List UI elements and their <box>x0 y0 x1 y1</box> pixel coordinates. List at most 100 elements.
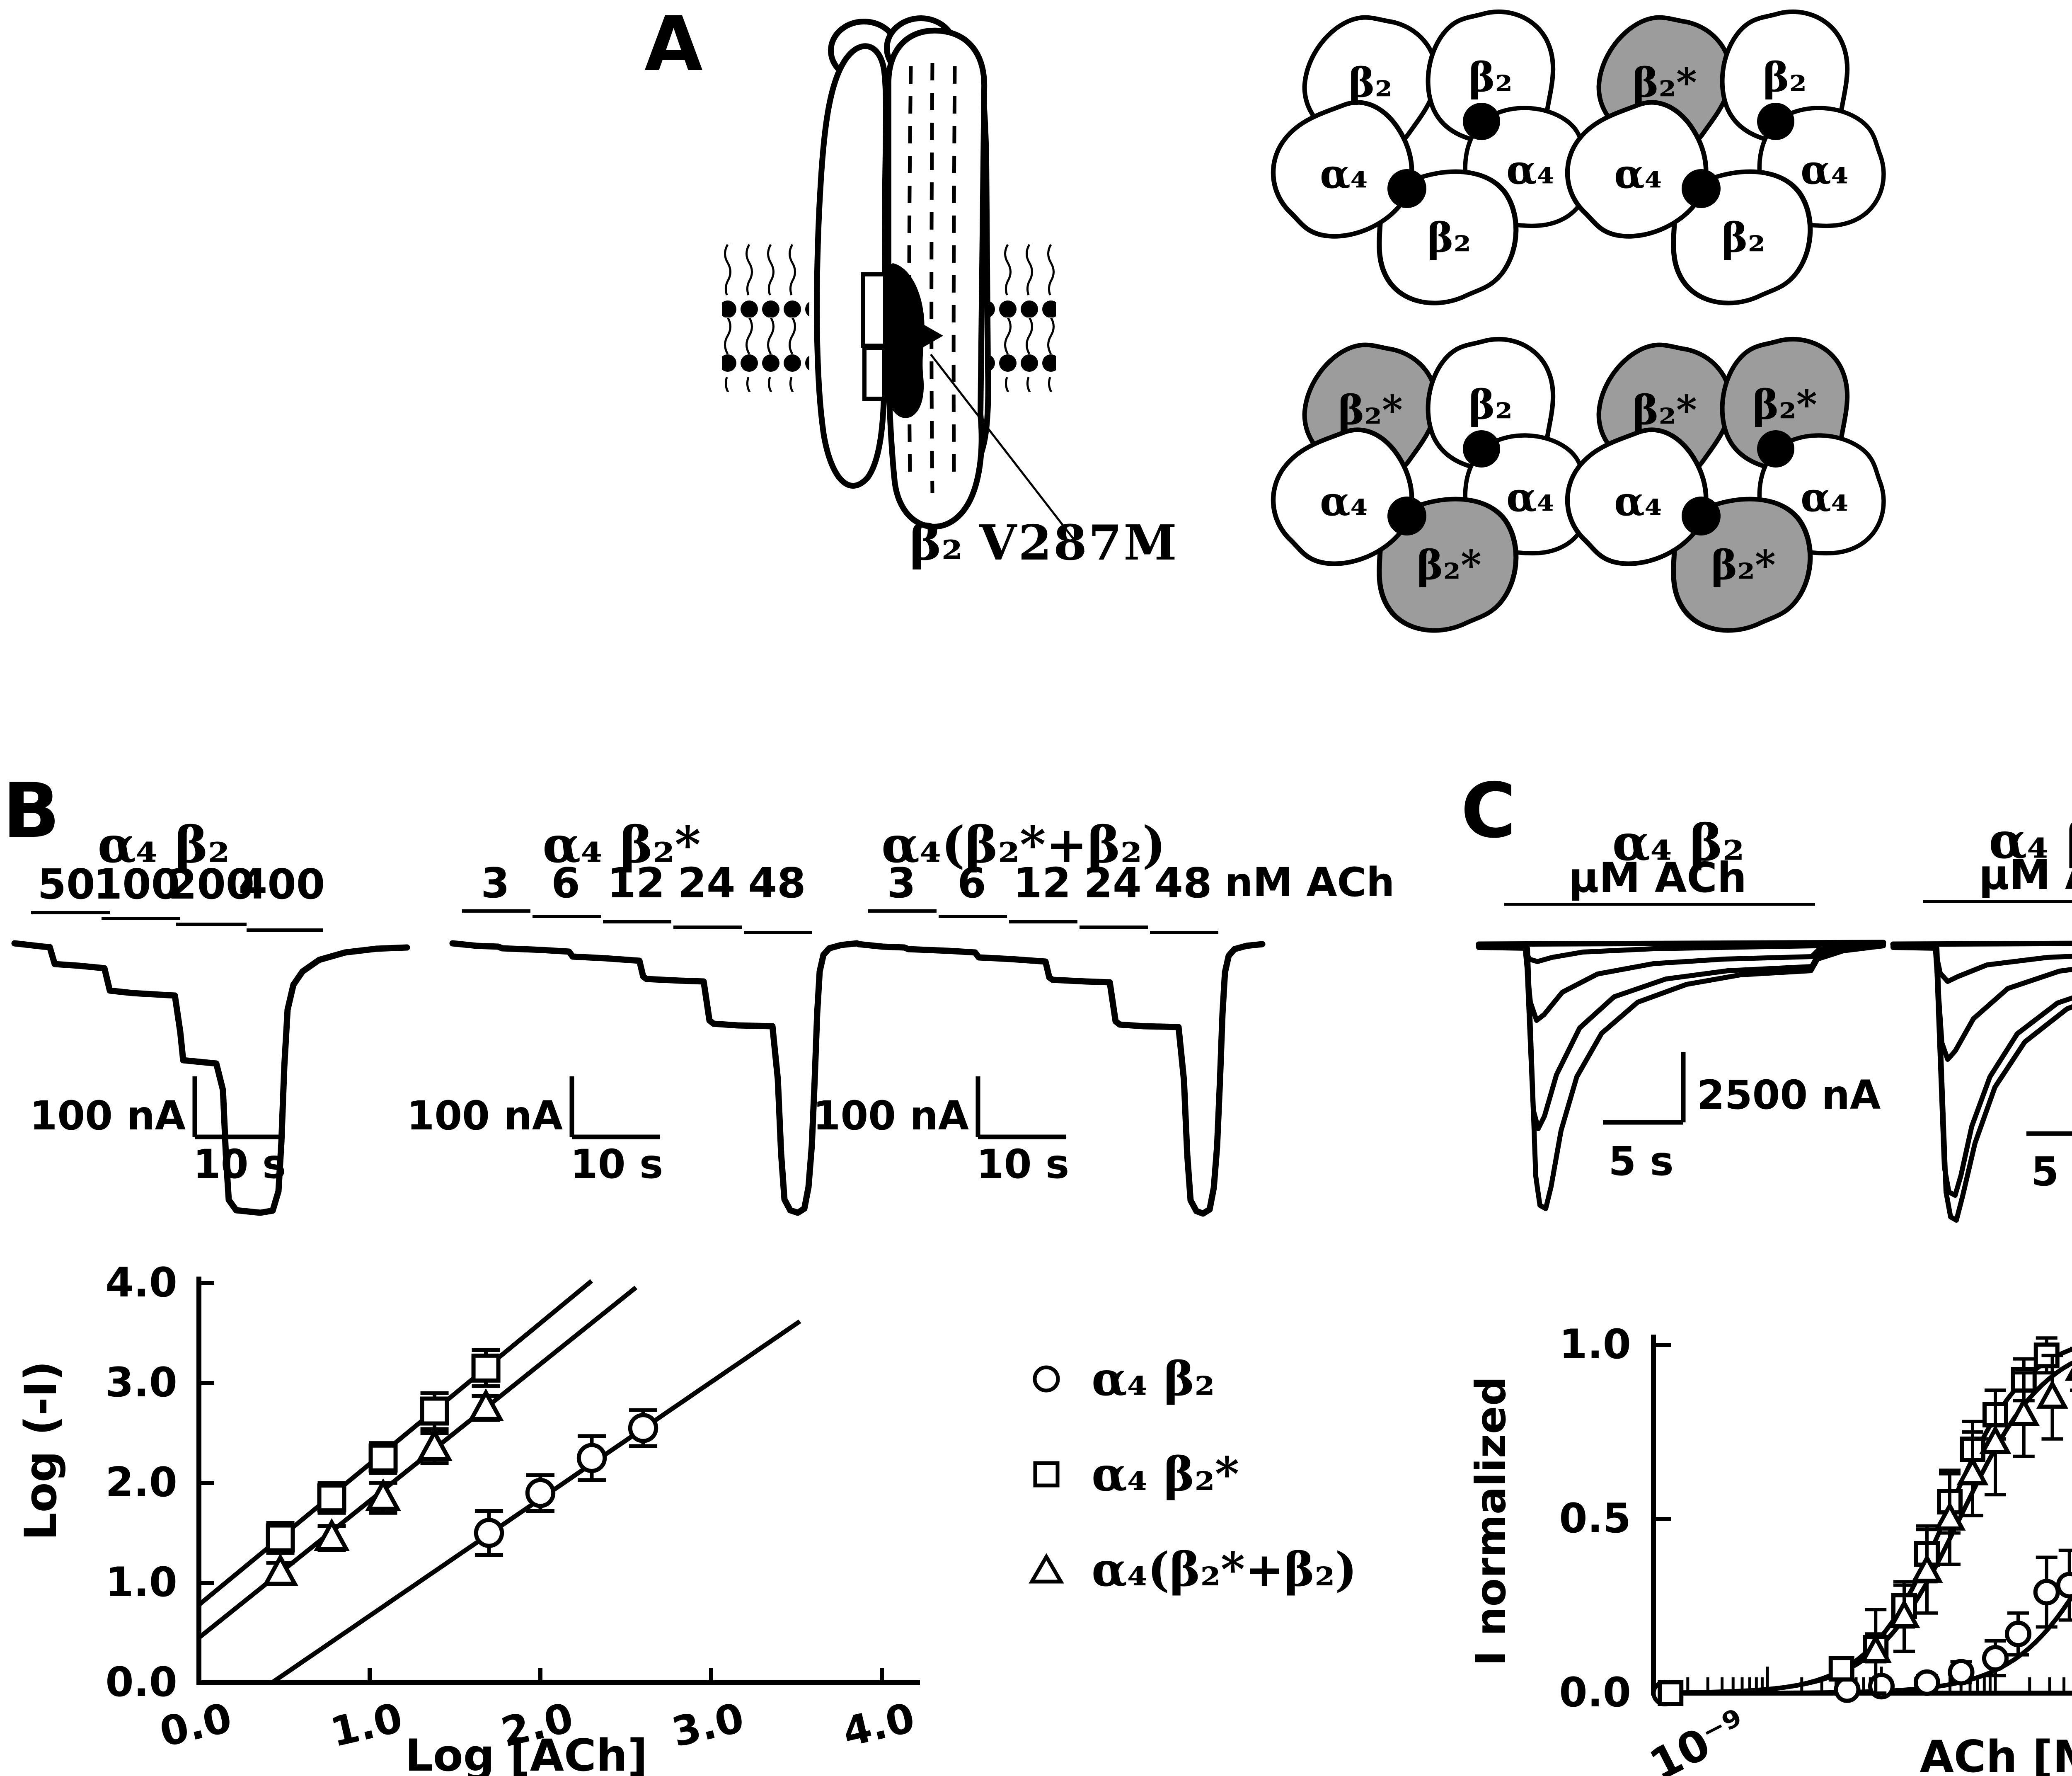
panel-b-label: B <box>2 767 60 855</box>
pentamer-wild-type: β₂ β₂ α₄ β₂ α₄ <box>1251 3 1601 320</box>
data-point-square <box>266 1523 295 1553</box>
x-tick-label: 1.0 <box>326 1694 407 1757</box>
trace-b-a4b2star: α₄ β₂* 3 6 12 24 48 100 nA 10 s <box>407 816 860 1216</box>
subunit-label: β₂ <box>1721 214 1765 261</box>
legend-item-mixed: α₄(β₂*+β₂) <box>1028 1522 1357 1617</box>
data-point-square <box>471 1353 501 1383</box>
data-point-triangle <box>365 1478 401 1511</box>
subunit-label: α₄ <box>1506 146 1554 193</box>
pentamer-diagrams: β₂ β₂ α₄ β₂ α₄ β₂* β₂ α₄ β₂ α₄ <box>1276 0 1898 638</box>
ach-binding-site-dot <box>1757 103 1794 140</box>
y-axis-title: Log (-I) <box>15 1361 66 1540</box>
subunit-label: α₄ <box>1614 150 1662 197</box>
subunit-label: β₂* <box>1632 59 1697 106</box>
data-point-triangle <box>1956 1456 1989 1485</box>
plot-c-log-ticks <box>1652 1667 2066 1693</box>
ach-binding-site-dot <box>1682 497 1721 535</box>
baseline-trace <box>1476 940 1886 947</box>
trace-title: α₄(β₂*+β₂) <box>881 816 1166 874</box>
current-trace <box>1476 943 1886 1211</box>
conc-label: 3 <box>887 859 916 907</box>
plot-axes <box>196 1277 920 1685</box>
trace-title: α₄ β₂ <box>1612 814 1745 872</box>
conc-label: 200 <box>168 860 255 909</box>
scale-time-label: 10 s <box>193 1141 286 1187</box>
pentamer-one-mutant: β₂* β₂ α₄ β₂ α₄ <box>1545 3 1895 320</box>
data-point-triangle <box>1859 1633 1892 1663</box>
conc-label: 12 <box>1013 859 1071 907</box>
loglog-plot-panel-b: 0.0 1.0 2.0 3.0 4.0 0.0 1.0 2.0 3.0 4.0 … <box>15 1259 920 1776</box>
subunit-label: β₂* <box>1711 542 1776 589</box>
data-point-square <box>1828 1656 1854 1682</box>
scale-time-label: 5 s <box>2031 1148 2072 1195</box>
conc-label: 6 <box>957 859 986 907</box>
trace-c-a4b2: α₄ β₂ µM ACh 2500 nA 5 s <box>1476 814 1886 1211</box>
legend-marker-triangle <box>1029 1553 1064 1584</box>
x-tick-label: 3.0 <box>668 1694 748 1757</box>
data-point-triangle <box>416 1428 453 1461</box>
legend-label: α₄ β₂* <box>1092 1447 1239 1502</box>
subunit-label: α₄ <box>1801 146 1849 193</box>
mutation-caption-name: V287M <box>979 515 1179 571</box>
data-point-triangle <box>2036 1379 2069 1409</box>
trace-title: α₄ β₂ <box>98 816 230 874</box>
subunit-label: β₂* <box>1417 542 1481 589</box>
agonist-label: µM ACh <box>1979 850 2072 899</box>
mutation-site-arrowhead <box>920 322 943 348</box>
panel-a-label: A <box>644 0 703 88</box>
subunit-label: α₄ <box>1320 478 1368 525</box>
scale-time-label: 5 s <box>1608 1138 1673 1185</box>
conc-label: 24 <box>678 859 735 907</box>
scale-current-label: 2500 nA <box>1697 1072 1881 1118</box>
ach-binding-site-dot <box>1463 430 1500 468</box>
conc-label: 50 <box>37 860 95 909</box>
data-point-circle <box>2033 1579 2060 1606</box>
pentamer-two-mutant: β₂* β₂ α₄ β₂* α₄ <box>1251 330 1601 647</box>
data-point-triangle <box>1911 1553 1943 1583</box>
ach-binding-site-dot <box>1682 169 1721 208</box>
tm-helix-box <box>862 346 886 401</box>
ach-binding-site-dot <box>1387 497 1426 535</box>
data-point-circle <box>2056 1572 2072 1599</box>
receptor-schematic <box>722 15 1084 553</box>
data-point-triangle <box>1934 1501 1966 1531</box>
data-point-circle <box>1913 1669 1941 1696</box>
subunit-left <box>814 43 889 489</box>
legend-marker-square <box>1033 1461 1060 1488</box>
mutant-tm2-segment <box>882 263 925 418</box>
pentamer-three-mutant: β₂* β₂* α₄ β₂* α₄ <box>1545 330 1895 647</box>
y-tick-label: 0.5 <box>1559 1495 1631 1542</box>
data-point-circle <box>1834 1676 1861 1703</box>
agonist-label: µM ACh <box>1569 853 1747 902</box>
y-tick-label: 0.0 <box>105 1659 177 1706</box>
legend-marker-circle <box>1033 1365 1060 1393</box>
tm-helix-box <box>861 272 887 348</box>
scale-current-label: 100 nA <box>813 1093 969 1139</box>
scale-current-label: 100 nA <box>407 1093 563 1139</box>
membrane-left-outer-leaflet <box>722 244 809 317</box>
subunit-label: β₂ <box>1427 214 1471 261</box>
data-point-triangle <box>1979 1425 2011 1454</box>
scale-time-label: 10 s <box>976 1141 1069 1187</box>
subunit-label: α₄ <box>1320 150 1368 197</box>
data-point-square <box>317 1483 346 1513</box>
subunit-label: β₂* <box>1632 387 1697 434</box>
plot-c-data-layer <box>1651 1336 2072 1707</box>
membrane-right-outer-leaflet <box>979 244 1056 317</box>
current-trace <box>1890 945 2072 1223</box>
data-point-circle <box>525 1478 556 1508</box>
data-point-triangle <box>2008 1397 2040 1426</box>
trace-b-a4b2star-b2: α₄(β₂*+β₂) 3 6 12 24 48 nM ACh 100 nA 10… <box>813 816 1394 1217</box>
trace-b-a4b2: α₄ β₂ 50 100 200 400 100 nA 10 s <box>11 816 410 1216</box>
data-point-circle <box>474 1518 504 1548</box>
scale-current-label: 100 nA <box>30 1093 186 1139</box>
legend-label: α₄(β₂*+β₂) <box>1092 1542 1357 1597</box>
data-point-square <box>1658 1680 1684 1706</box>
subunit-label: β₂ <box>1763 54 1807 101</box>
data-point-circle <box>1982 1645 2009 1672</box>
ach-binding-site-dot <box>1463 103 1500 140</box>
trace-title: α₄ β₂* <box>542 816 701 874</box>
data-point-circle <box>628 1413 658 1443</box>
data-point-triangle <box>468 1388 504 1421</box>
dose-response-plot-panel-c: 1.0 0.5 0.0 10⁻⁹ 10⁻³ ACh [M] I normaliz… <box>1467 1321 2072 1776</box>
